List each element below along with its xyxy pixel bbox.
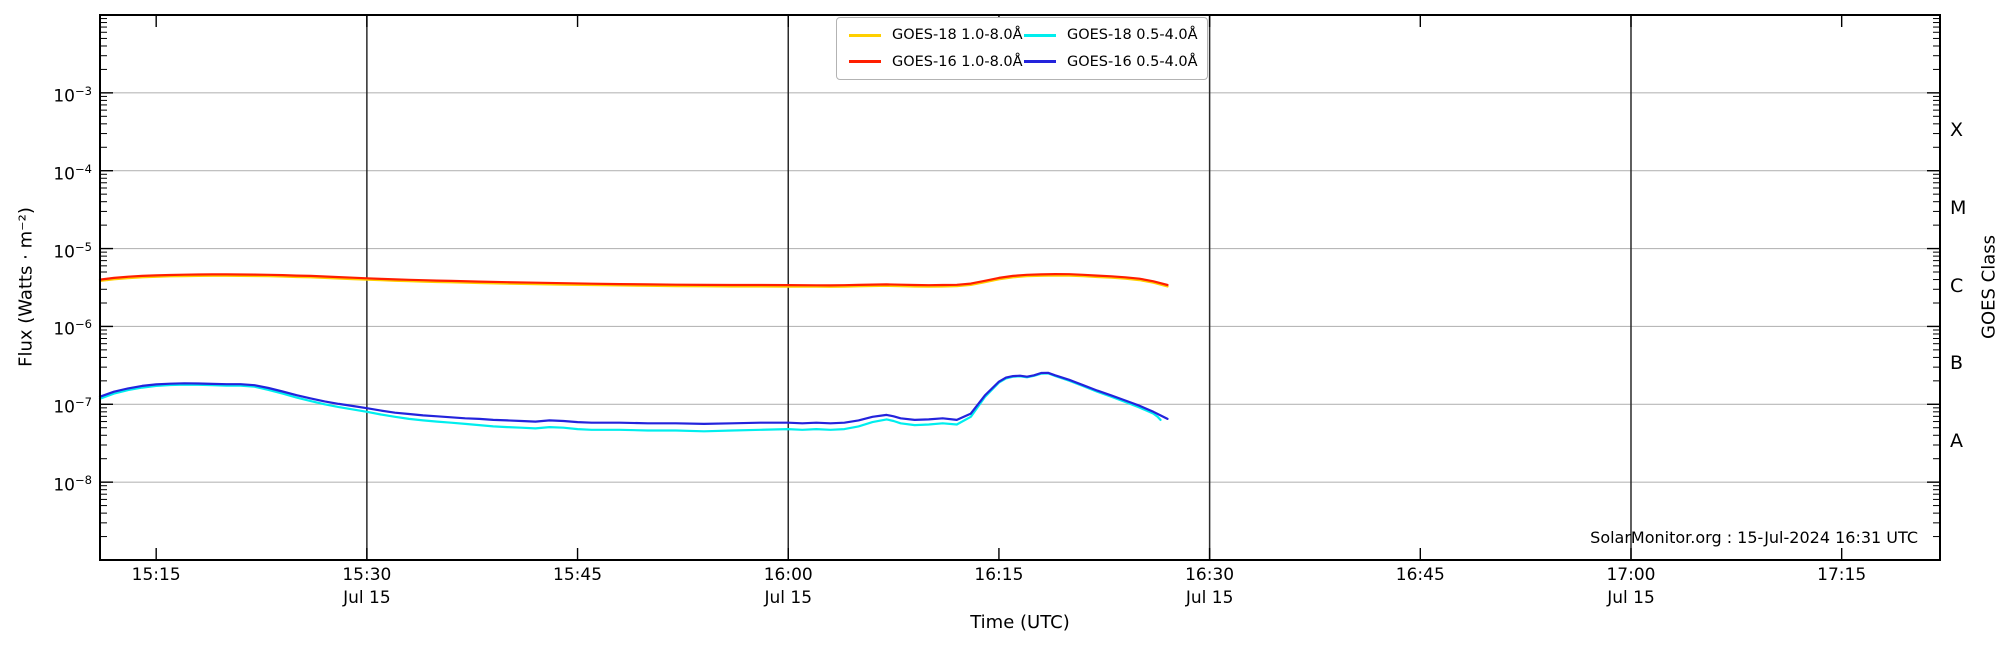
legend-label: GOES-16 0.5-4.0Å (1067, 53, 1198, 70)
y-tick-label: 10−3 (53, 83, 92, 107)
goes-class-letter: B (1950, 352, 1964, 375)
x-tick-label: 17:15 (1817, 565, 1867, 585)
legend-line-swatch (849, 60, 881, 64)
goes-class-letter: A (1950, 430, 1963, 453)
x-tick-label: 15:45 (553, 565, 603, 585)
legend-item: GOES-18 0.5-4.0Å (1024, 27, 1199, 43)
y-tick-label: 10−6 (53, 317, 92, 341)
legend-line-swatch (849, 33, 881, 37)
y-tick-label: 10−4 (53, 161, 92, 185)
goes-class-letter: C (1950, 274, 1964, 297)
x-tick-label: 16:30 (1185, 565, 1235, 585)
legend-line-swatch (1024, 60, 1056, 64)
legend-label: GOES-16 1.0-8.0Å (892, 53, 1023, 70)
legend-label: GOES-18 0.5-4.0Å (1067, 27, 1198, 44)
x-tick-label: 16:45 (1395, 565, 1445, 585)
x-tick-date-label: Jul 15 (1607, 588, 1655, 608)
right-axis-label: GOES Class (1978, 235, 2000, 339)
legend-item: GOES-16 1.0-8.0Å (849, 54, 1024, 70)
x-tick-label: 15:30 (342, 565, 392, 585)
x-tick-date-label: Jul 15 (764, 588, 813, 608)
plot-frame (99, 14, 1941, 561)
y-tick-label: 10−5 (53, 239, 92, 263)
legend-item: GOES-16 0.5-4.0Å (1024, 54, 1199, 70)
x-tick-date-label: Jul 15 (1185, 588, 1234, 608)
series-line-3 (98, 371, 1169, 425)
x-tick-label: 16:00 (763, 565, 813, 585)
legend-item: GOES-18 1.0-8.0Å (849, 27, 1024, 43)
y-tick-label: 10−8 (53, 473, 92, 496)
legend: GOES-18 1.0-8.0Å GOES-16 1.0-8.0Å GOES-18 … (836, 17, 1208, 80)
series-line-1 (98, 273, 1169, 287)
y-axis-label: Flux (Watts · m⁻²) (15, 207, 37, 367)
x-tick-date-label: Jul 15 (343, 588, 391, 608)
x-axis-label: Time (UTC) (970, 612, 1070, 633)
legend-label: GOES-18 1.0-8.0Å (892, 27, 1023, 44)
goes-class-letter: X (1950, 118, 1964, 141)
legend-line-swatch (1024, 33, 1056, 37)
y-tick-label: 10−7 (53, 395, 92, 418)
watermark-text: SolarMonitor.org : 15-Jul-2024 16:31 UTC (1590, 528, 1918, 547)
goes-class-letter: M (1950, 196, 1967, 219)
x-tick-label: 17:00 (1606, 565, 1656, 585)
x-tick-label: 16:15 (974, 565, 1024, 585)
series-line-0 (98, 274, 1169, 288)
x-tick-label: 15:15 (131, 565, 181, 585)
